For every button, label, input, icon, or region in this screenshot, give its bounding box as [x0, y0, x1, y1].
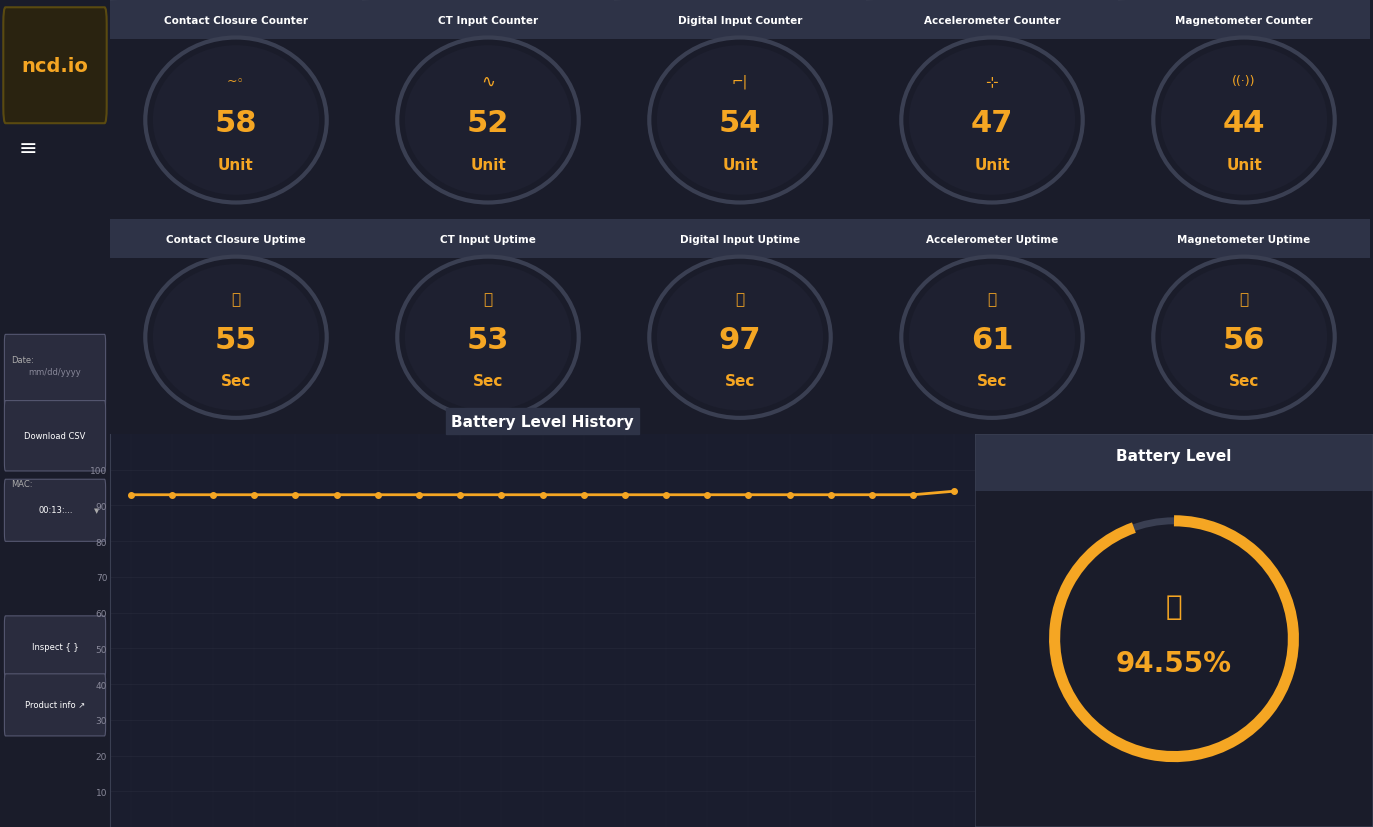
- Ellipse shape: [405, 265, 571, 411]
- Text: 🕐: 🕐: [232, 292, 240, 307]
- Text: 94.55%: 94.55%: [1116, 649, 1232, 677]
- Text: Download CSV: Download CSV: [25, 432, 85, 440]
- FancyBboxPatch shape: [4, 401, 106, 471]
- Text: 47: 47: [971, 108, 1013, 137]
- Ellipse shape: [656, 265, 824, 411]
- FancyBboxPatch shape: [614, 220, 866, 258]
- Text: 00:13:...: 00:13:...: [38, 506, 73, 514]
- Text: 56: 56: [1223, 326, 1266, 355]
- FancyBboxPatch shape: [4, 616, 106, 678]
- Text: CT Input Uptime: CT Input Uptime: [441, 235, 535, 245]
- Ellipse shape: [1160, 46, 1328, 195]
- Text: Inspect { }: Inspect { }: [32, 643, 78, 651]
- Ellipse shape: [1160, 265, 1328, 411]
- Ellipse shape: [405, 46, 571, 195]
- Text: Sec: Sec: [221, 373, 251, 389]
- Text: ▼: ▼: [95, 507, 99, 514]
- Text: Unit: Unit: [470, 157, 505, 172]
- FancyBboxPatch shape: [4, 674, 106, 736]
- Text: Unit: Unit: [218, 157, 254, 172]
- Text: ⌐|: ⌐|: [732, 74, 748, 88]
- Text: 97: 97: [718, 326, 761, 355]
- Text: mm/dd/yyyy: mm/dd/yyyy: [29, 368, 81, 376]
- Text: ⊹: ⊹: [986, 74, 998, 88]
- Text: Digital Input Counter: Digital Input Counter: [678, 16, 802, 26]
- Text: 61: 61: [971, 326, 1013, 355]
- Ellipse shape: [656, 46, 824, 195]
- Ellipse shape: [909, 265, 1075, 411]
- FancyBboxPatch shape: [3, 8, 107, 124]
- Text: ((·)): ((·)): [1232, 74, 1256, 88]
- FancyBboxPatch shape: [614, 0, 866, 40]
- Text: 58: 58: [214, 108, 257, 137]
- FancyBboxPatch shape: [362, 220, 614, 258]
- FancyBboxPatch shape: [110, 220, 362, 258]
- Text: Unit: Unit: [973, 157, 1011, 172]
- Text: Magnetometer Uptime: Magnetometer Uptime: [1178, 235, 1311, 245]
- Text: 53: 53: [467, 326, 509, 355]
- Text: 🕐: 🕐: [736, 292, 744, 307]
- Text: 🕐: 🕐: [1240, 292, 1248, 307]
- Text: Sec: Sec: [725, 373, 755, 389]
- Text: ≡: ≡: [18, 139, 37, 159]
- Text: 52: 52: [467, 108, 509, 137]
- Text: 44: 44: [1223, 108, 1266, 137]
- Text: CT Input Counter: CT Input Counter: [438, 16, 538, 26]
- Title: Battery Level History: Battery Level History: [452, 414, 634, 429]
- Text: ncd.io: ncd.io: [22, 57, 88, 75]
- Text: Accelerometer Counter: Accelerometer Counter: [924, 16, 1060, 26]
- Text: Battery Level: Battery Level: [1116, 448, 1232, 463]
- FancyBboxPatch shape: [1118, 0, 1370, 40]
- Ellipse shape: [909, 46, 1075, 195]
- Text: Contact Closure Uptime: Contact Closure Uptime: [166, 235, 306, 245]
- Text: ∿: ∿: [481, 72, 494, 90]
- FancyBboxPatch shape: [866, 220, 1118, 258]
- Text: 54: 54: [718, 108, 761, 137]
- Text: 🕐: 🕐: [483, 292, 493, 307]
- FancyBboxPatch shape: [866, 0, 1118, 40]
- Text: 55: 55: [214, 326, 257, 355]
- FancyBboxPatch shape: [975, 426, 1373, 492]
- Text: MAC:: MAC:: [11, 480, 33, 488]
- FancyBboxPatch shape: [1118, 220, 1370, 258]
- Text: Sec: Sec: [472, 373, 503, 389]
- FancyBboxPatch shape: [4, 480, 106, 542]
- Text: Sec: Sec: [1229, 373, 1259, 389]
- Text: 🕐: 🕐: [987, 292, 997, 307]
- FancyBboxPatch shape: [4, 335, 106, 409]
- Text: Accelerometer Uptime: Accelerometer Uptime: [925, 235, 1059, 245]
- Text: Digital Input Uptime: Digital Input Uptime: [680, 235, 800, 245]
- Text: Contact Closure Counter: Contact Closure Counter: [163, 16, 308, 26]
- Text: Magnetometer Counter: Magnetometer Counter: [1175, 16, 1313, 26]
- Text: Unit: Unit: [722, 157, 758, 172]
- Text: Unit: Unit: [1226, 157, 1262, 172]
- Ellipse shape: [152, 265, 319, 411]
- Text: ~◦: ~◦: [227, 74, 244, 88]
- Ellipse shape: [152, 46, 319, 195]
- FancyBboxPatch shape: [110, 0, 362, 40]
- Text: Date:: Date:: [11, 356, 34, 364]
- Text: 🔋: 🔋: [1166, 592, 1182, 620]
- Text: Sec: Sec: [976, 373, 1008, 389]
- Text: Product info ↗: Product info ↗: [25, 700, 85, 709]
- FancyBboxPatch shape: [362, 0, 614, 40]
